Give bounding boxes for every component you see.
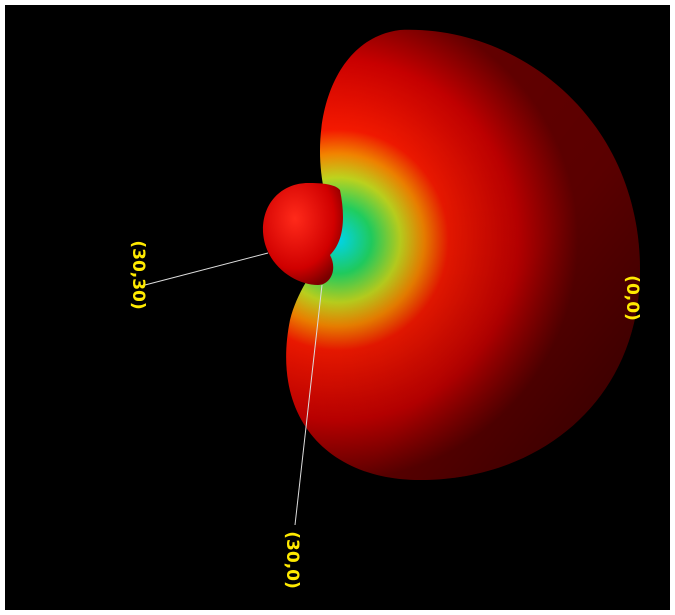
render-view: (30,30) (30,0) (0,0): [0, 0, 675, 615]
page: (30,30) (30,0) (0,0) (() => { const data…: [0, 0, 675, 615]
axis-label: (30,30): [128, 240, 148, 309]
axis-label: (30,0): [282, 531, 302, 588]
axis-label: (0,0): [622, 275, 642, 321]
